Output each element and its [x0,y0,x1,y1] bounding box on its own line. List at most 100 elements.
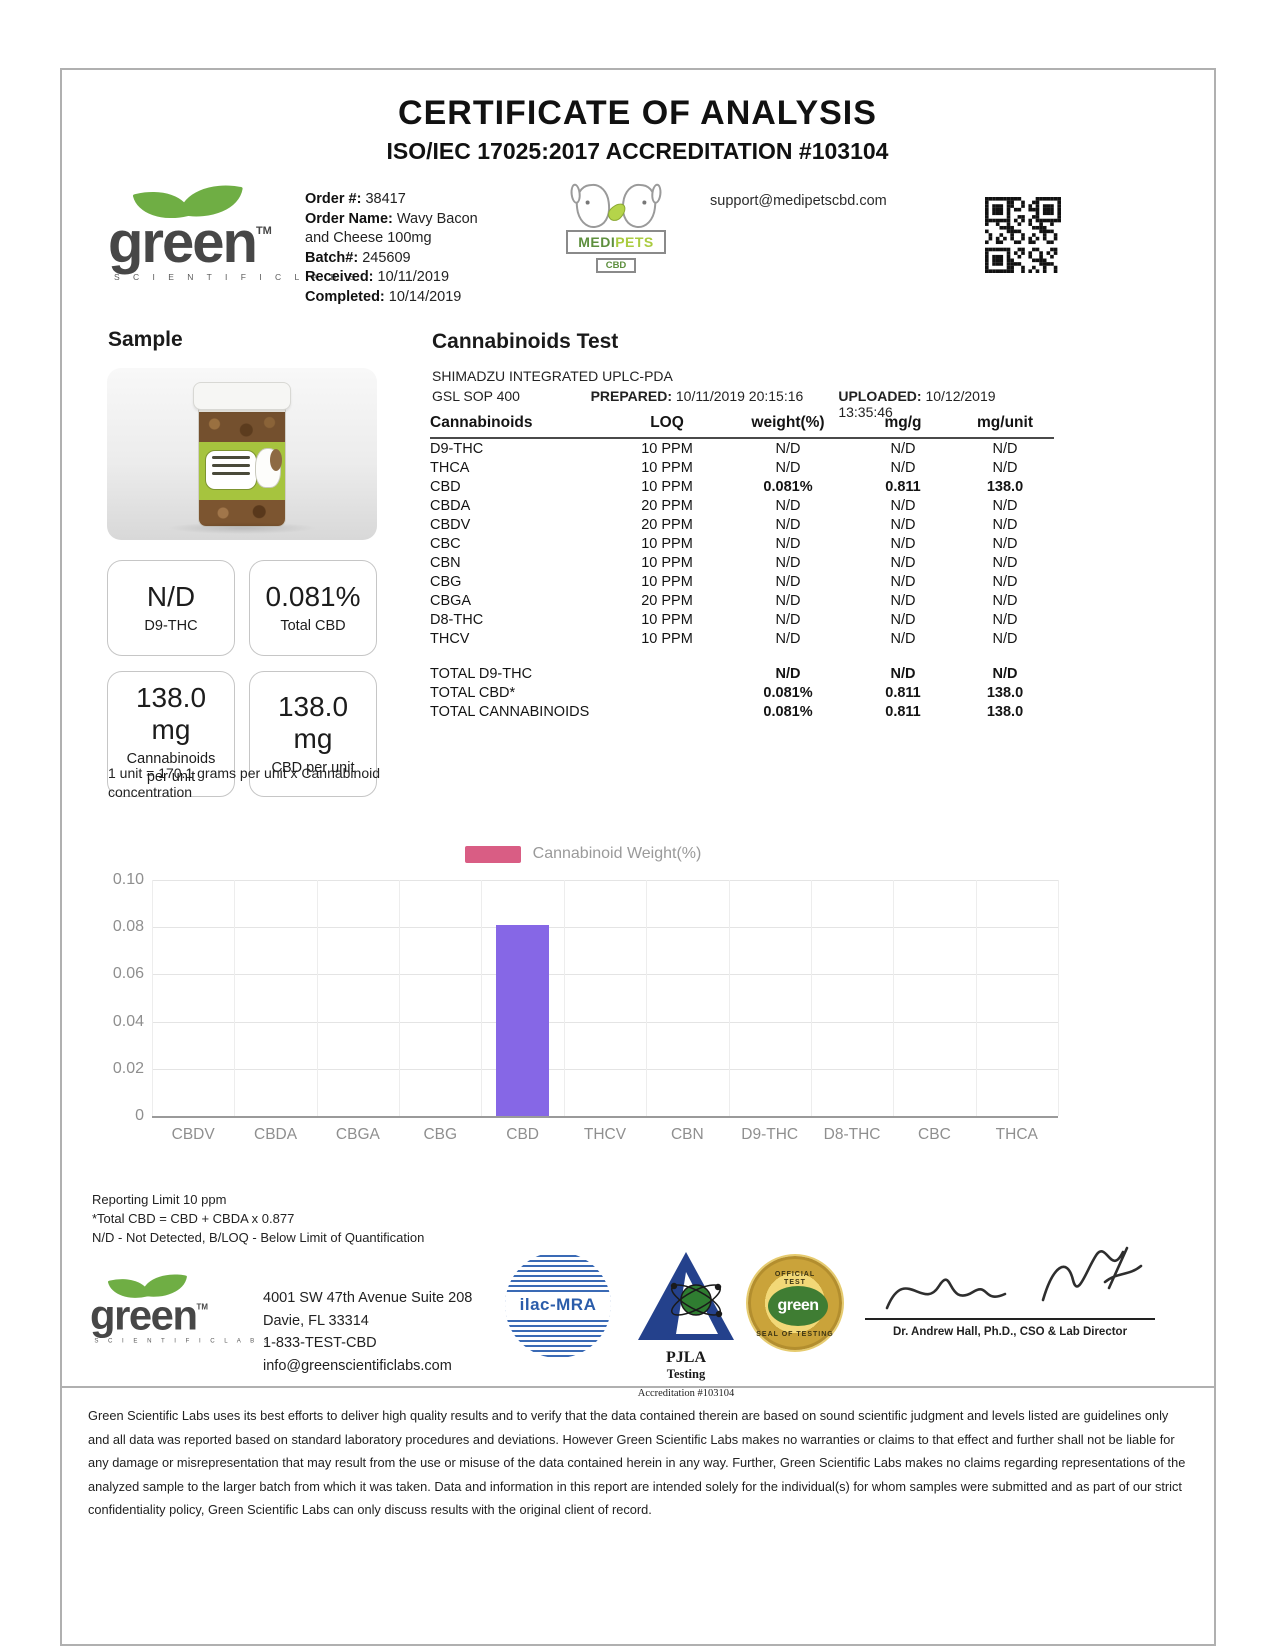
signature-line [865,1318,1155,1320]
jar-label [199,442,285,502]
cell-weight: N/D [775,665,801,682]
gridline-vertical [646,880,648,1116]
legend-label: Cannabinoid Weight(%) [532,845,702,862]
cell-name: THCV [430,630,470,647]
cell-mgunit: N/D [992,630,1018,647]
lab-email: info@greenscientificlabs.com [263,1357,452,1374]
column-header: weight(%) [726,412,850,439]
table-row: D8-THC 10 PPM N/D N/D N/D [430,610,1054,629]
dog-ear [650,183,663,205]
cell-name: CBN [430,554,461,571]
cell-mgg: N/D [890,573,916,590]
table-row: TOTAL D9-THC N/D N/D N/D [430,664,1054,683]
gridline-vertical [481,880,483,1116]
cell-weight: N/D [775,592,801,609]
trademark-symbol: TM [255,225,272,237]
cell-loq [608,664,726,683]
pjla-logo: PJLA Testing Accreditation #103104 [630,1250,742,1399]
x-axis-label: CBDA [254,1126,298,1143]
gridline-horizontal [152,1116,1058,1118]
logo-tagline: S C I E N T I F I C L A B S [114,272,361,282]
cannabinoid-table-body: D9-THC 10 PPM N/D N/D N/D THCA 10 PPM N/D N/D N/D… [430,438,1054,721]
official-test-seal: OFFICIAL TEST green SEAL OF TESTING [748,1256,842,1350]
x-axis-label: D9-THC [741,1126,799,1143]
cell-mgunit: N/D [992,497,1018,514]
support-email: support@medipetscbd.com [710,193,887,209]
ilac-mra-logo: ilac-MRA [505,1252,611,1358]
gridline-vertical [975,880,977,1116]
stat-box-total-cbd: 0.081% Total CBD [249,560,377,656]
table-row: CBDV 20 PPM N/D N/D N/D [430,515,1054,534]
chart-legend: Cannabinoid Weight(%) [108,842,1058,866]
stat-value: 138.0 mg [277,691,349,754]
dog-eye [642,200,647,205]
lab-phone: 1-833-TEST-CBD [263,1335,377,1351]
cell-mgunit: 138.0 [986,478,1024,495]
cell-name: CBD [430,478,461,495]
x-axis-label: D8-THC [823,1126,881,1143]
pjla-triangle-icon [638,1252,734,1340]
cell-weight: N/D [775,573,801,590]
lab-address: 4001 SW 47th Avenue Suite 208 Davie, FL … [263,1287,472,1377]
cell-mgunit: 138.0 [986,703,1024,720]
gridline-vertical [1058,880,1059,1116]
unit-note: 1 unit = 170.1 grams per unit x Cannabin… [108,765,381,800]
cell-name: TOTAL D9-THC [430,665,533,682]
cannabinoids-test-heading: Cannabinoids Test [432,330,619,353]
chart-xlabels: CBDV CBDA CBGA CBG CBD THCV CBN D9-THC D8-THC CBC… [152,1126,1058,1144]
gridline-vertical [893,880,895,1116]
gridline-vertical [810,880,812,1116]
cell-name: CBC [430,535,461,552]
medipets-cbd-logo: MEDI PETS CBD [566,182,666,284]
cell-name: CBGA [430,592,472,609]
cell-mgg: N/D [890,554,916,571]
footnote: *Total CBD = CBD + CBDA x 0.877 [92,1211,295,1226]
cell-loq: 10 PPM [641,611,693,628]
table-row: CBGA 20 PPM N/D N/D N/D [430,591,1054,610]
signature-scribble [885,1246,1143,1310]
order-field: Batch#: 245609 [305,249,411,266]
y-axis-tick: 0.10 [112,871,144,888]
cell-mgunit: N/D [992,554,1018,571]
gridline-vertical [399,880,401,1116]
cell-weight: 0.081% [763,478,813,495]
dog-eye [585,200,590,205]
trademark-symbol: TM [196,1302,208,1312]
stat-box-cbd-per-unit: 138.0 mg CBD per unit [249,671,377,797]
instrument-name: SHIMADZU INTEGRATED UPLC-PDA [432,368,673,384]
gridline-vertical [234,880,236,1116]
sop-number: GSL SOP 400 [432,388,520,404]
medipets-pets: PETS [615,234,654,250]
cell-loq: 20 PPM [641,497,693,514]
sample-photo [107,368,377,540]
cell-mgg: N/D [890,592,916,609]
spacer-row [430,648,1054,664]
gridline-horizontal [152,974,1058,976]
cell-mgg: N/D [890,665,916,682]
qr-code [985,197,1061,273]
stat-value: N/D [146,581,196,612]
logo-wordmark: greenTM [90,1292,208,1339]
sample-stats: N/D D9-THC 0.081% Total CBD 138.0 mg Can… [107,560,377,797]
order-field: Received: 10/11/2019 [305,269,450,285]
chart-body: 0.10 0.08 0.06 0.04 0.02 0 [108,871,1059,1124]
seal-bottom-text: SEAL OF TESTING [756,1331,834,1338]
stat-box-d9thc: N/D D9-THC [107,560,235,656]
sample-heading: Sample [108,328,183,351]
jar-shadow [167,522,317,534]
order-field: Order #: 38417 [305,191,406,207]
cell-mgunit: N/D [992,665,1018,682]
table-row: THCV 10 PPM N/D N/D N/D [430,629,1054,648]
y-axis-tick: 0.08 [112,918,144,936]
cell-mgg: N/D [890,497,916,514]
cell-loq: 10 PPM [641,573,693,590]
ilac-band: ilac-MRA [505,1292,611,1318]
cell-name: CBDV [430,516,471,533]
seal-word: green [777,1297,819,1314]
cell-weight: 0.081% [763,684,813,701]
gridline-horizontal [152,927,1058,929]
cell-mgunit: N/D [992,592,1018,609]
cannabinoid-table: Cannabinoids LOQ weight(%) mg/g mg/unit … [430,412,1054,721]
stat-label: CBD per unit [271,760,355,776]
